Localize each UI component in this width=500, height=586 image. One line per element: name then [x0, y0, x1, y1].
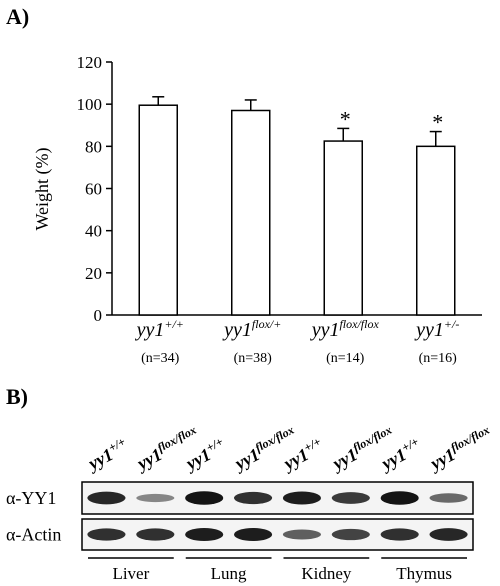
y-tick-label: 60 [85, 180, 102, 199]
blot-band [87, 491, 126, 505]
blot-band [136, 528, 175, 541]
panel-label-b: B) [6, 384, 28, 409]
blot-band [429, 493, 468, 503]
blot-row-label: α-Actin [6, 525, 61, 545]
lane-label: yy1flox/flox [424, 423, 495, 475]
y-axis-label: Weight (%) [32, 147, 53, 230]
bar [416, 145, 456, 316]
tissue-label: Liver [112, 564, 149, 583]
tissue-label: Thymus [396, 564, 452, 583]
blot-band [331, 492, 370, 504]
blot-band [331, 528, 370, 541]
blot-band [380, 491, 419, 505]
blot-band [380, 528, 419, 541]
sample-size-label: (n=14) [326, 351, 365, 366]
blot-row-label: α-YY1 [6, 488, 56, 508]
blot-band [282, 529, 321, 540]
y-tick-label: 0 [94, 306, 103, 325]
panel-label-a: A) [6, 4, 29, 29]
bar [231, 109, 271, 316]
category-label: yy1flox/flox [310, 317, 380, 341]
blot-band [282, 491, 321, 505]
category-label: yy1flox/+ [222, 317, 281, 341]
y-tick-label: 40 [85, 222, 102, 241]
bar-chart: 0 20 40 60 80 100 120 yy1+/+ (n=34) yy1flox/+ (n=3… [77, 53, 482, 366]
blot-band [87, 528, 126, 541]
sample-size-label: (n=38) [234, 351, 273, 366]
y-tick-label: 120 [77, 53, 103, 72]
blot-band [234, 527, 273, 542]
y-tick-label: 20 [85, 264, 102, 283]
significance-marker: * [340, 106, 351, 131]
bar [138, 104, 178, 316]
sample-size-label: (n=16) [419, 351, 458, 366]
category-label: yy1+/- [414, 317, 459, 341]
blot-band [136, 493, 175, 503]
blot-band [185, 527, 224, 542]
y-tick-label: 80 [85, 137, 102, 156]
sample-size-label: (n=34) [141, 351, 180, 366]
blot-band [185, 491, 224, 505]
lane-label: yy1+/+ [82, 434, 131, 474]
significance-marker: * [432, 110, 443, 135]
blot-band [234, 491, 273, 505]
bar [323, 140, 363, 316]
y-tick-label: 100 [77, 95, 103, 114]
tissue-label: Kidney [301, 564, 352, 583]
tissue-label: Lung [211, 564, 247, 583]
category-label: yy1+/+ [135, 317, 184, 341]
blot-band [429, 528, 468, 541]
